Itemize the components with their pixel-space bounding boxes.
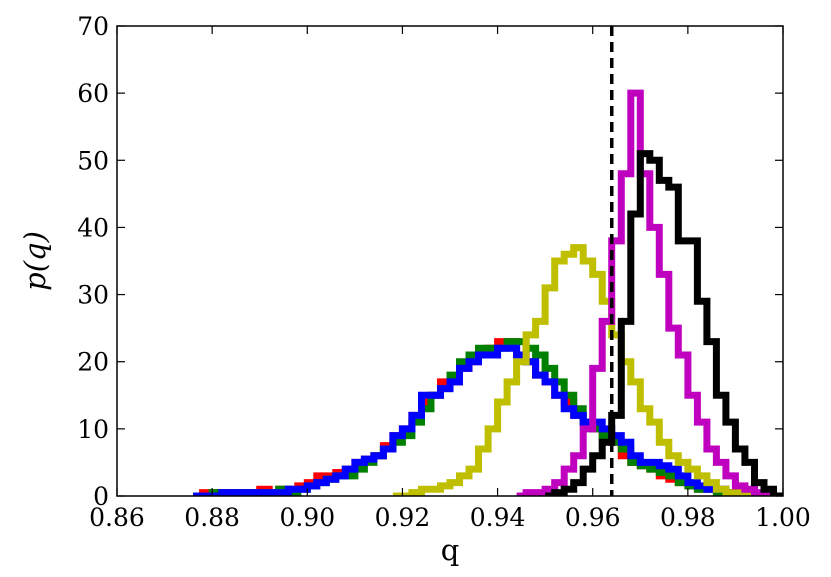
x-tick-label: 0.98 <box>660 503 716 532</box>
series-5-histogram <box>516 89 783 496</box>
x-tick-label: 0.96 <box>565 503 621 532</box>
y-tick-label: 40 <box>77 213 109 242</box>
series-3-histogram <box>193 344 783 496</box>
x-tick-label: 0.88 <box>184 503 240 532</box>
y-tick-label: 70 <box>77 12 109 41</box>
y-axis-title: p(q) <box>18 231 52 291</box>
tick-layer: 0.86 0.88 0.90 0.92 0.94 0.96 0.98 1.00 0 10 20 30 4… <box>77 12 811 532</box>
x-tick-label: 1.00 <box>755 503 811 532</box>
plot-frame <box>116 25 784 497</box>
y-tick-label: 60 <box>77 79 109 108</box>
series-layer <box>193 89 783 496</box>
x-tick-label: 0.92 <box>375 503 431 532</box>
y-tick-label: 30 <box>77 281 109 310</box>
x-tick-label: 0.94 <box>470 503 526 532</box>
y-tick-label: 10 <box>77 415 109 444</box>
series-4-histogram <box>392 244 764 496</box>
x-tick-label: 0.90 <box>279 503 335 532</box>
x-axis-title: q <box>441 533 460 567</box>
y-tick-label: 20 <box>77 348 109 377</box>
y-tick-label: 50 <box>77 146 109 175</box>
series-6-histogram <box>545 150 783 496</box>
y-tick-label: 0 <box>93 482 109 511</box>
x-tick-label: 0.86 <box>89 503 145 532</box>
